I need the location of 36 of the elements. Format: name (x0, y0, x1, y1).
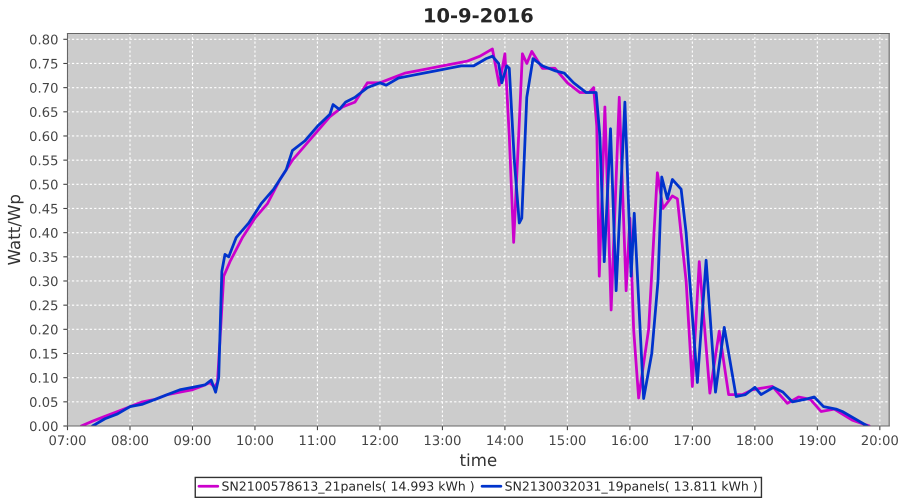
x-tick-label: 10:00 (237, 435, 274, 446)
x-tick-label: 18:00 (737, 435, 773, 446)
x-tick-label: 11:00 (300, 435, 336, 446)
y-tick-label: 0.45 (30, 204, 58, 214)
y-tick-label: 0.05 (30, 397, 58, 408)
x-axis-title: time (460, 453, 496, 466)
y-tick-label: 0.20 (30, 324, 58, 335)
legend-label: SN2100578613_21panels( 14.993 kWh ) (222, 481, 474, 494)
y-tick-label: 0.30 (30, 276, 58, 286)
y-tick-label: 0.50 (30, 180, 58, 190)
y-tick-label: 0.25 (30, 300, 58, 310)
y-tick-label: 0.35 (30, 252, 58, 262)
x-tick-label: 13:00 (424, 435, 461, 446)
y-tick-label: 0.00 (30, 421, 58, 432)
y-tick-label: 0.75 (30, 58, 58, 69)
y-axis-title: Watt/Wp (8, 194, 24, 265)
x-tick-label: 08:00 (112, 435, 148, 446)
y-tick-label: 0.55 (30, 155, 58, 166)
x-tick-label: 09:00 (174, 435, 211, 446)
y-tick-label: 0.70 (30, 82, 58, 93)
x-tick-label: 20:00 (862, 435, 898, 446)
x-tick-label: 12:00 (362, 435, 398, 446)
y-tick-label: 0.40 (30, 228, 58, 238)
y-tick-label: 0.65 (30, 107, 58, 118)
x-tick-label: 15:00 (550, 435, 586, 446)
legend-label: SN2130032031_19panels( 13.811 kWh ) (505, 481, 757, 494)
y-tick-label: 0.15 (30, 348, 58, 359)
x-tick-label: 17:00 (674, 435, 711, 446)
y-tick-label: 0.60 (30, 131, 58, 142)
y-tick-label: 0.80 (30, 34, 58, 44)
y-tick-label: 0.10 (30, 372, 58, 383)
chart-title: 10-9-2016 (425, 8, 533, 23)
x-tick-label: 16:00 (612, 435, 648, 446)
x-tick-label: 07:00 (49, 435, 86, 446)
x-tick-label: 14:00 (487, 435, 524, 446)
x-tick-label: 19:00 (800, 435, 836, 446)
